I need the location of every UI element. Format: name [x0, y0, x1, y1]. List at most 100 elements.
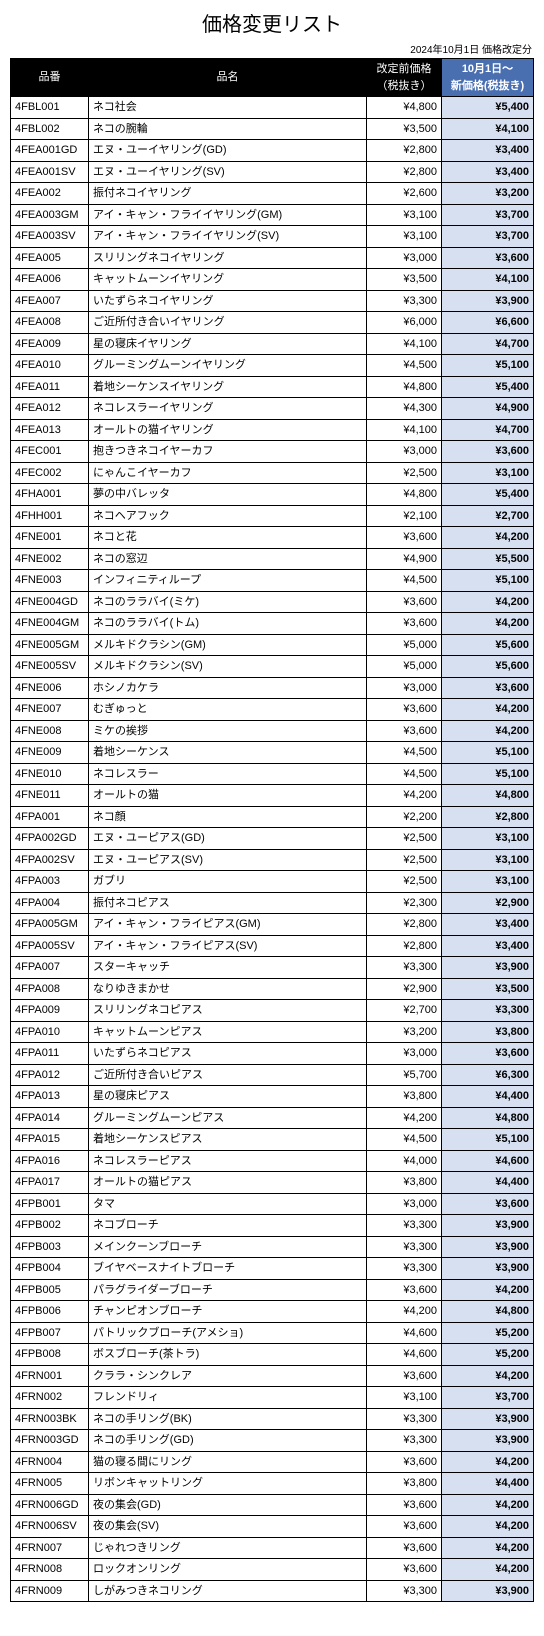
cell-new-price: ¥3,700 [442, 226, 534, 248]
cell-code: 4FEA010 [11, 355, 89, 377]
cell-old-price: ¥2,900 [367, 978, 442, 1000]
cell-new-price: ¥6,600 [442, 312, 534, 334]
cell-code: 4FEA003GM [11, 204, 89, 226]
cell-code: 4FPA017 [11, 1172, 89, 1194]
cell-new-price: ¥4,600 [442, 1150, 534, 1172]
cell-code: 4FRN009 [11, 1580, 89, 1602]
cell-name: オールトの猫 [89, 785, 367, 807]
cell-old-price: ¥2,300 [367, 892, 442, 914]
cell-name: 星の寝床イヤリング [89, 333, 367, 355]
cell-old-price: ¥3,300 [367, 1430, 442, 1452]
table-row: 4FNE011オールトの猫¥4,200¥4,800 [11, 785, 534, 807]
cell-name: ネコレスラーイヤリング [89, 398, 367, 420]
cell-old-price: ¥3,600 [367, 1451, 442, 1473]
cell-new-price: ¥5,600 [442, 634, 534, 656]
cell-name: にゃんこイヤーカフ [89, 462, 367, 484]
table-row: 4FNE004GDネコのララバイ(ミケ)¥3,600¥4,200 [11, 591, 534, 613]
cell-new-price: ¥4,200 [442, 527, 534, 549]
cell-new-price: ¥4,400 [442, 1172, 534, 1194]
cell-old-price: ¥5,000 [367, 634, 442, 656]
cell-old-price: ¥3,300 [367, 1408, 442, 1430]
cell-old-price: ¥4,500 [367, 355, 442, 377]
cell-new-price: ¥4,800 [442, 785, 534, 807]
cell-code: 4FEA013 [11, 419, 89, 441]
cell-old-price: ¥3,300 [367, 1236, 442, 1258]
revision-date: 2024年10月1日 価格改定分 [10, 41, 534, 56]
cell-new-price: ¥5,400 [442, 484, 534, 506]
cell-code: 4FPA005GM [11, 914, 89, 936]
cell-old-price: ¥4,800 [367, 376, 442, 398]
cell-code: 4FEA002 [11, 183, 89, 205]
table-row: 4FPA012ご近所付き合いピアス¥5,700¥6,300 [11, 1064, 534, 1086]
table-row: 4FPA009スリリングネコピアス¥2,700¥3,300 [11, 1000, 534, 1022]
cell-new-price: ¥3,600 [442, 1193, 534, 1215]
cell-name: アイ・キャン・フライピアス(GM) [89, 914, 367, 936]
cell-new-price: ¥4,800 [442, 1107, 534, 1129]
cell-old-price: ¥3,200 [367, 1021, 442, 1043]
cell-old-price: ¥4,100 [367, 419, 442, 441]
cell-old-price: ¥3,600 [367, 1279, 442, 1301]
cell-name: ネコと花 [89, 527, 367, 549]
cell-old-price: ¥3,300 [367, 957, 442, 979]
cell-code: 4FPA004 [11, 892, 89, 914]
cell-name: 着地シーケンスピアス [89, 1129, 367, 1151]
cell-new-price: ¥3,400 [442, 140, 534, 162]
cell-new-price: ¥4,700 [442, 333, 534, 355]
table-row: 4FPA001ネコ顔¥2,200¥2,800 [11, 806, 534, 828]
cell-new-price: ¥3,100 [442, 462, 534, 484]
table-row: 4FRN004猫の寝る間にリング¥3,600¥4,200 [11, 1451, 534, 1473]
table-row: 4FPB007パトリックブローチ(アメショ)¥4,600¥5,200 [11, 1322, 534, 1344]
cell-new-price: ¥4,200 [442, 720, 534, 742]
cell-old-price: ¥3,000 [367, 1043, 442, 1065]
table-row: 4FRN008ロックオンリング¥3,600¥4,200 [11, 1559, 534, 1581]
cell-new-price: ¥2,800 [442, 806, 534, 828]
cell-code: 4FRN005 [11, 1473, 89, 1495]
cell-old-price: ¥3,100 [367, 1387, 442, 1409]
cell-new-price: ¥3,400 [442, 935, 534, 957]
cell-new-price: ¥4,200 [442, 1365, 534, 1387]
cell-name: ネコレスラーピアス [89, 1150, 367, 1172]
cell-new-price: ¥4,200 [442, 1537, 534, 1559]
cell-name: ご近所付き合いイヤリング [89, 312, 367, 334]
table-row: 4FPA002SVエヌ・ユーピアス(SV)¥2,500¥3,100 [11, 849, 534, 871]
cell-name: ネコ社会 [89, 97, 367, 119]
cell-old-price: ¥4,200 [367, 1301, 442, 1323]
cell-old-price: ¥2,500 [367, 462, 442, 484]
cell-old-price: ¥3,300 [367, 1580, 442, 1602]
cell-code: 4FEA007 [11, 290, 89, 312]
cell-name: しがみつきネコリング [89, 1580, 367, 1602]
cell-code: 4FNE001 [11, 527, 89, 549]
cell-new-price: ¥4,100 [442, 269, 534, 291]
cell-new-price: ¥5,100 [442, 355, 534, 377]
cell-old-price: ¥4,800 [367, 97, 442, 119]
cell-code: 4FPA015 [11, 1129, 89, 1151]
table-header-row: 品番 品名 改定前価格（税抜き） 10月1日～新価格(税抜き) [11, 59, 534, 97]
cell-old-price: ¥3,600 [367, 699, 442, 721]
cell-old-price: ¥2,100 [367, 505, 442, 527]
cell-old-price: ¥4,800 [367, 484, 442, 506]
cell-new-price: ¥4,200 [442, 1451, 534, 1473]
cell-new-price: ¥3,100 [442, 828, 534, 850]
cell-code: 4FPA003 [11, 871, 89, 893]
cell-code: 4FPA016 [11, 1150, 89, 1172]
cell-old-price: ¥3,000 [367, 677, 442, 699]
cell-name: チャンピオンブローチ [89, 1301, 367, 1323]
cell-name: オールトの猫ピアス [89, 1172, 367, 1194]
cell-old-price: ¥4,500 [367, 742, 442, 764]
table-row: 4FEA013オールトの猫イヤリング¥4,100¥4,700 [11, 419, 534, 441]
cell-name: メルキドクラシン(SV) [89, 656, 367, 678]
table-row: 4FPA017オールトの猫ピアス¥3,800¥4,400 [11, 1172, 534, 1194]
cell-new-price: ¥5,400 [442, 376, 534, 398]
cell-new-price: ¥3,700 [442, 204, 534, 226]
cell-name: メルキドクラシン(GM) [89, 634, 367, 656]
table-row: 4FPA013星の寝床ピアス¥3,800¥4,400 [11, 1086, 534, 1108]
table-row: 4FNE004GMネコのララバイ(トム)¥3,600¥4,200 [11, 613, 534, 635]
cell-new-price: ¥3,900 [442, 290, 534, 312]
table-row: 4FEA006キャットムーンイヤリング¥3,500¥4,100 [11, 269, 534, 291]
cell-old-price: ¥3,000 [367, 441, 442, 463]
table-row: 4FHH001ネコヘアフック¥2,100¥2,700 [11, 505, 534, 527]
table-row: 4FPA010キャットムーンピアス¥3,200¥3,800 [11, 1021, 534, 1043]
table-row: 4FRN001クララ・シンクレア¥3,600¥4,200 [11, 1365, 534, 1387]
cell-name: 猫の寝る間にリング [89, 1451, 367, 1473]
page-title: 価格変更リスト [10, 8, 534, 37]
